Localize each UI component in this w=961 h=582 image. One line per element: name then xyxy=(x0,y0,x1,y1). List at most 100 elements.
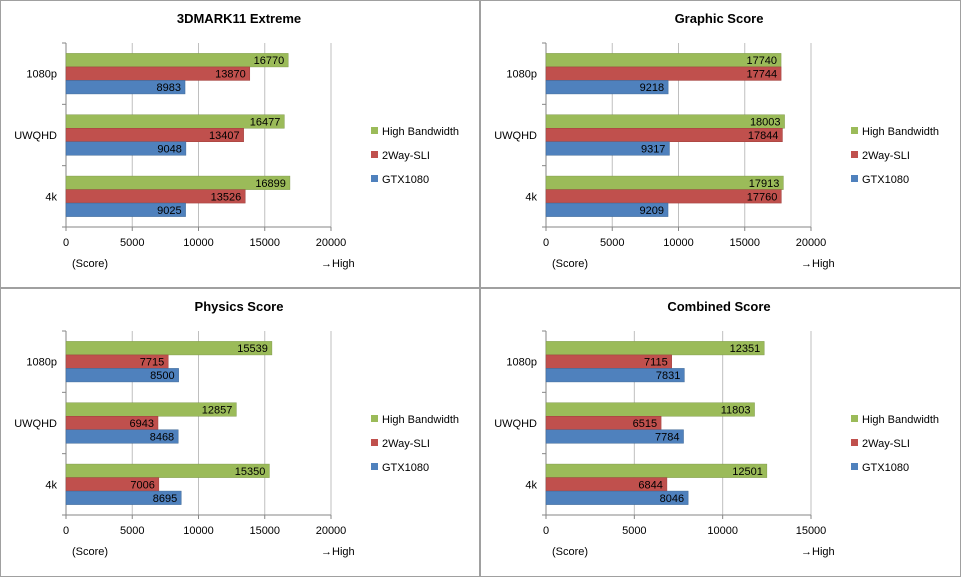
y-tick-label: 1080p xyxy=(26,357,57,369)
x-tick-label: 10000 xyxy=(183,525,214,537)
bar-gtx1080 xyxy=(545,490,689,505)
bar-gtx1080 xyxy=(545,80,669,95)
bar-gtx1080 xyxy=(65,202,186,217)
bar-gtx1080 xyxy=(545,429,684,444)
x-axis-label: (Score) xyxy=(72,258,108,270)
bar-gtx1080 xyxy=(65,141,187,156)
x-tick-label: 0 xyxy=(543,237,549,249)
data-label: 8695 xyxy=(153,493,177,505)
legend-swatch xyxy=(851,127,858,134)
legend-swatch xyxy=(371,439,378,446)
chart-title: Combined Score xyxy=(667,299,770,314)
bar-gtx1080 xyxy=(65,368,179,383)
chart-title: Physics Score xyxy=(195,299,284,314)
y-tick-label: UWQHD xyxy=(14,418,57,430)
data-label: 6844 xyxy=(638,479,662,491)
bar-gtx1080 xyxy=(65,490,182,505)
data-label: 16770 xyxy=(254,55,285,67)
x-tick-label: 10000 xyxy=(183,237,214,249)
y-tick-label: 1080p xyxy=(506,357,537,369)
legend-entry: High Bandwidth xyxy=(382,414,459,426)
x-tick-label: 0 xyxy=(63,237,69,249)
legend-swatch xyxy=(371,415,378,422)
legend-swatch xyxy=(851,175,858,182)
legend-entry: High Bandwidth xyxy=(382,126,459,138)
bar-gtx1080 xyxy=(65,80,186,95)
legend-swatch xyxy=(371,463,378,470)
data-label: 6943 xyxy=(130,418,154,430)
data-label: 16477 xyxy=(250,117,281,129)
x-axis-label: (Score) xyxy=(72,546,108,558)
x-tick-label: 15000 xyxy=(796,525,827,537)
data-label: 9218 xyxy=(640,82,664,94)
data-label: 13407 xyxy=(209,130,240,142)
x-tick-label: 5000 xyxy=(600,237,624,249)
legend-entry: 2Way-SLI xyxy=(382,438,430,450)
x-tick-label: 20000 xyxy=(796,237,827,249)
x-axis-label: (Score) xyxy=(552,546,588,558)
data-label: 7784 xyxy=(655,432,679,444)
data-label: 8468 xyxy=(150,432,174,444)
x-tick-label: 5000 xyxy=(120,525,144,537)
data-label: 12501 xyxy=(732,466,763,478)
data-label: 9048 xyxy=(157,144,181,156)
legend-swatch xyxy=(371,175,378,182)
data-label: 16899 xyxy=(255,178,286,190)
x-tick-label: 10000 xyxy=(663,237,694,249)
legend-swatch xyxy=(851,439,858,446)
data-label: 15350 xyxy=(235,466,266,478)
data-label: 9317 xyxy=(641,144,665,156)
data-label: 9209 xyxy=(640,205,664,217)
legend-entry: High Bandwidth xyxy=(862,126,939,138)
x-tick-label: 5000 xyxy=(622,525,646,537)
y-tick-label: 4k xyxy=(525,191,537,203)
data-label: 17913 xyxy=(749,178,780,190)
x-tick-label: 0 xyxy=(543,525,549,537)
bar-high-bandwidth xyxy=(65,341,273,356)
y-tick-label: UWQHD xyxy=(494,418,537,430)
legend-entry: 2Way-SLI xyxy=(862,438,910,450)
x-axis-direction-label: →High xyxy=(321,546,355,558)
data-label: 13870 xyxy=(215,69,246,81)
data-label: 13526 xyxy=(211,191,242,203)
bar-high-bandwidth xyxy=(545,114,785,129)
x-axis-direction-label: →High xyxy=(321,258,355,270)
chart-title: 3DMARK11 Extreme xyxy=(177,11,301,26)
data-label: 8983 xyxy=(157,82,181,94)
chart-panel-4: Combined Score 0 5000 10000 15000 (Score) →Hig… xyxy=(480,288,961,577)
legend-swatch xyxy=(371,127,378,134)
legend-entry: GTX1080 xyxy=(382,174,429,186)
data-label: 17844 xyxy=(748,130,779,142)
data-label: 12351 xyxy=(730,343,761,355)
x-tick-label: 15000 xyxy=(249,237,280,249)
legend-entry: GTX1080 xyxy=(862,174,909,186)
data-label: 17760 xyxy=(747,191,778,203)
x-tick-label: 20000 xyxy=(316,237,347,249)
y-tick-label: 1080p xyxy=(506,69,537,81)
chart-panel-2: Graphic Score 0 5000 10000 15000 20000 (Score)… xyxy=(480,0,961,288)
data-label: 15539 xyxy=(237,343,268,355)
x-tick-label: 15000 xyxy=(249,525,280,537)
data-label: 7715 xyxy=(140,357,164,369)
chart-title: Graphic Score xyxy=(675,11,764,26)
legend-entry: High Bandwidth xyxy=(862,414,939,426)
y-tick-label: 4k xyxy=(45,191,57,203)
y-tick-label: 4k xyxy=(45,479,57,491)
data-label: 7831 xyxy=(656,370,680,382)
x-tick-label: 5000 xyxy=(120,237,144,249)
legend-entry: 2Way-SLI xyxy=(382,150,430,162)
data-label: 8046 xyxy=(660,493,684,505)
legend-swatch xyxy=(851,151,858,158)
legend-swatch xyxy=(851,463,858,470)
bar-gtx1080 xyxy=(65,429,179,444)
y-tick-label: 4k xyxy=(525,479,537,491)
legend-entry: GTX1080 xyxy=(862,462,909,474)
bar-gtx1080 xyxy=(545,141,670,156)
data-label: 11803 xyxy=(721,405,751,417)
y-tick-label: 1080p xyxy=(26,69,57,81)
bar-gtx1080 xyxy=(545,368,685,383)
x-axis-direction-label: →High xyxy=(801,546,835,558)
x-tick-label: 20000 xyxy=(316,525,347,537)
y-tick-label: UWQHD xyxy=(494,130,537,142)
